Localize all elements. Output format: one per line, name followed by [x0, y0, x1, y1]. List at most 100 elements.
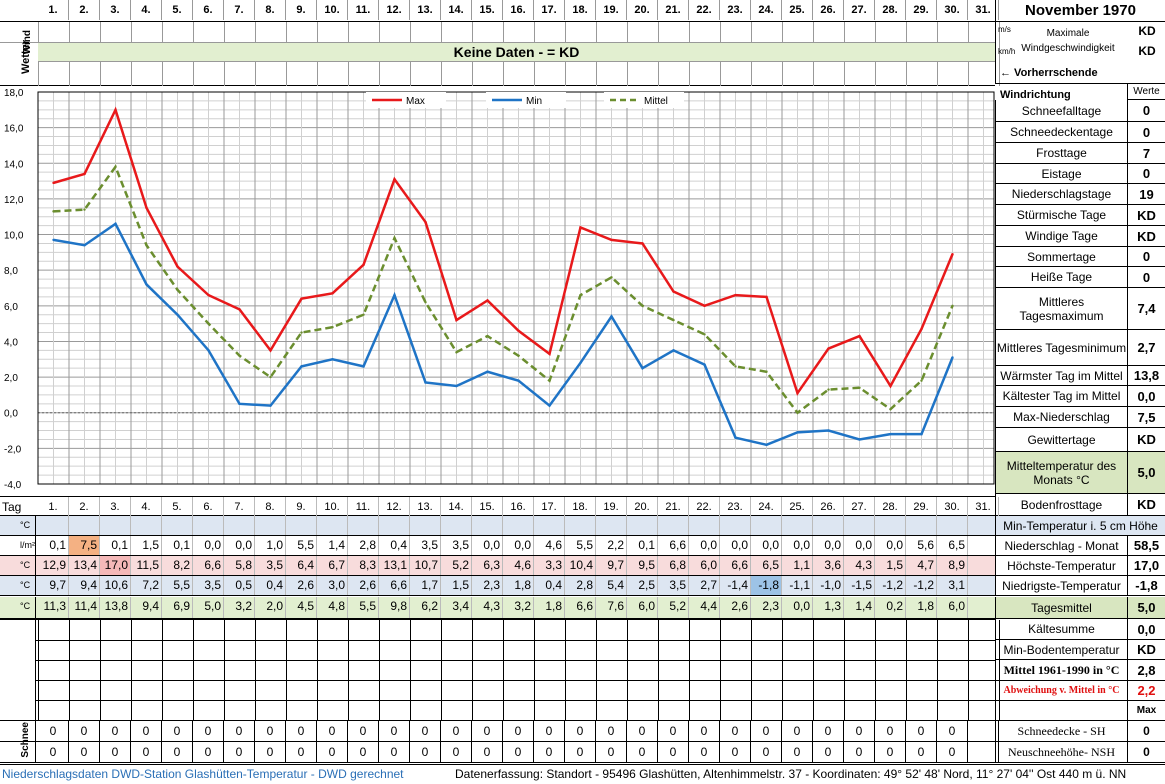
table-cell: 6,7: [317, 556, 348, 575]
table-cell: 5,0: [193, 597, 224, 618]
legend-bg: [604, 92, 684, 108]
stat-value: 0: [1142, 166, 1151, 181]
point-max: [796, 391, 799, 395]
table-cell: 12,9: [38, 556, 69, 575]
day-header-29: 29.: [906, 0, 937, 20]
point-mittel: [176, 288, 179, 291]
point-mittel: [114, 165, 117, 169]
snow-cell: 0: [627, 742, 658, 762]
point-mittel: [672, 318, 675, 322]
snow-cell: 0: [410, 721, 441, 741]
table-cell: 8,3: [348, 556, 379, 575]
table-cell: [193, 516, 224, 535]
snow-cell: 0: [751, 742, 782, 762]
snow-cell: 0: [131, 742, 162, 762]
table-cell: 3,5: [255, 556, 286, 575]
table-cell: [410, 516, 441, 535]
legend-label-max: Max: [406, 96, 425, 107]
table-cell: [348, 516, 379, 535]
point-mittel: [362, 313, 365, 316]
day-header-9: 9.: [286, 0, 317, 20]
tag-day-24: 24.: [751, 497, 782, 517]
table-cell: 7,6: [596, 597, 627, 618]
point-mittel: [207, 322, 210, 325]
point-min: [858, 438, 861, 441]
row-summary: Niederschlag - Monat 58,5: [995, 536, 1165, 556]
point-min: [52, 238, 55, 242]
tag-day-3: 3.: [100, 497, 131, 517]
table-cell: 0,0: [503, 536, 534, 555]
point-mittel: [269, 375, 272, 379]
table-cell: 4,4: [689, 597, 720, 618]
snow-cell: 0: [875, 742, 906, 762]
y-tick-label: 4,0: [4, 337, 18, 348]
tag-day-30: 30.: [937, 497, 968, 517]
wetter-col-line: [286, 620, 287, 720]
tag-day-25: 25.: [782, 497, 813, 517]
extra-1: Kältesumme 0,0: [995, 619, 1165, 640]
table-cell: 3,1: [937, 576, 968, 595]
row-unit: l/m²: [0, 536, 36, 555]
tag-day-4: 4.: [131, 497, 162, 517]
point-min: [331, 358, 334, 361]
stat-value: 7,5: [1137, 409, 1156, 425]
table-cell: 3,2: [224, 597, 255, 618]
point-min: [796, 431, 799, 434]
wetter-col-line: [906, 620, 907, 720]
row-summary: Niedrigste-Temperatur -1,8: [995, 576, 1165, 596]
wetter-row-line: [36, 640, 995, 641]
table-cell: [38, 516, 69, 535]
table-cell: [162, 516, 193, 535]
wetter-col-line: [193, 620, 194, 720]
stat-label: Bodenfrosttage: [996, 494, 1128, 515]
point-mittel: [517, 354, 520, 357]
extra-2: Min-Bodentemperatur KD: [995, 640, 1165, 660]
table-cell: 5,5: [348, 597, 379, 618]
wetter-col-line: [937, 620, 938, 720]
snow-cell: 0: [410, 742, 441, 762]
snow-cell: 0: [193, 721, 224, 741]
point-mittel: [858, 386, 861, 389]
table-cell: [875, 516, 906, 535]
table-cell: 0,2: [875, 597, 906, 618]
table-cell: 6,6: [193, 556, 224, 575]
y-tick-label: 12,0: [4, 195, 24, 206]
day-header-21: 21.: [658, 0, 689, 20]
point-max: [579, 226, 582, 229]
point-min: [889, 432, 892, 436]
row-label: Niederschlag - Monat: [996, 536, 1128, 555]
stat-13: Kältester Tag im Mittel 0,0: [995, 386, 1165, 407]
max-wind-panel: m/s km/h Maximale Windgeschwindigkeit KD…: [995, 22, 1165, 62]
point-min: [176, 313, 179, 316]
extra-5: Max: [995, 701, 1165, 721]
day-header-11: 11.: [348, 0, 379, 20]
wetter-col-line: [162, 620, 163, 720]
table-cell: 9,7: [38, 576, 69, 595]
table-cell: [503, 516, 534, 535]
table-cell: 5,2: [658, 597, 689, 618]
table-cell: 11,4: [69, 597, 100, 618]
table-cell: 3,5: [658, 576, 689, 595]
day-header-8: 8.: [255, 0, 286, 20]
snow-cell: [968, 721, 999, 741]
table-cell: 4,6: [503, 556, 534, 575]
snow-summary: Schneedecke - SH 0: [995, 721, 1165, 742]
table-cell: 0,0: [782, 536, 813, 555]
legend-bg: [366, 92, 446, 108]
point-min: [734, 436, 737, 439]
table-cell: 6,3: [472, 556, 503, 575]
table-cell: 9,4: [131, 597, 162, 618]
table-cell: 7,5: [69, 536, 100, 555]
table-cell: -1,4: [720, 576, 751, 595]
table-cell: 0,0: [875, 536, 906, 555]
point-mittel: [424, 301, 427, 304]
y-tick-label: -2,0: [4, 444, 22, 455]
table-cell: 11,5: [131, 556, 162, 575]
table-cell: 2,6: [286, 576, 317, 595]
extra-value: 2,2: [1137, 683, 1156, 698]
tag-day-18: 18.: [565, 497, 596, 517]
point-min: [703, 363, 706, 366]
wetter-area: [0, 619, 1000, 721]
legend-label-mittel: Mittel: [644, 96, 668, 107]
